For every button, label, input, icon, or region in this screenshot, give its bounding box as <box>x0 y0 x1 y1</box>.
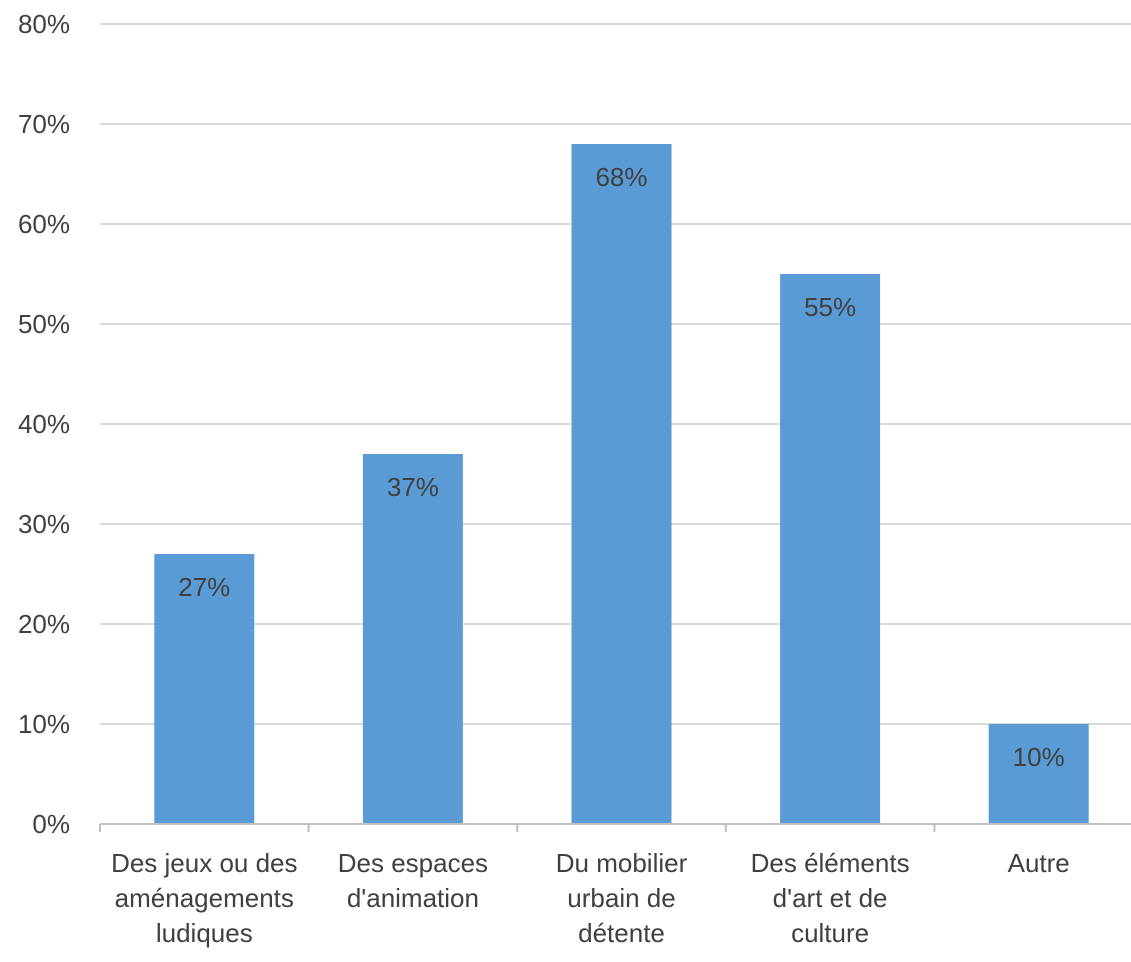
bar <box>154 554 255 824</box>
y-tick-label: 50% <box>18 309 70 339</box>
data-label: 68% <box>595 162 647 192</box>
y-tick-label: 40% <box>18 409 70 439</box>
y-axis-tick-labels: 0% 10% 20% 30% 40% 50% 60% 70% 80% <box>18 9 70 839</box>
data-label: 37% <box>387 472 439 502</box>
y-tick-label: 20% <box>18 609 70 639</box>
y-tick-label: 30% <box>18 509 70 539</box>
data-label: 55% <box>804 292 856 322</box>
y-tick-label: 70% <box>18 109 70 139</box>
bar <box>988 724 1089 824</box>
y-tick-label: 60% <box>18 209 70 239</box>
bar <box>362 454 463 824</box>
data-labels: 27% 37% 68% 55% 10% <box>178 162 1064 772</box>
bar <box>780 274 881 824</box>
y-tick-label: 0% <box>32 809 70 839</box>
x-axis-tick-labels: Des jeux ou des aménagements ludiques Des e… <box>111 848 1070 948</box>
x-tick-label: Du mobilier urbain de détente <box>556 848 688 948</box>
x-tick-label: Des jeux ou des aménagements ludiques <box>111 848 297 948</box>
y-tick-label: 10% <box>18 709 70 739</box>
y-tick-label: 80% <box>18 9 70 39</box>
data-label: 10% <box>1013 742 1065 772</box>
x-tick-label: Des éléments d'art et de culture <box>751 848 910 948</box>
x-tick-label: Des espaces d'animation <box>338 848 488 913</box>
x-axis <box>99 823 1131 832</box>
bars <box>154 144 1089 824</box>
x-tick-label: Autre <box>1008 848 1070 878</box>
bar <box>571 144 672 824</box>
data-label: 27% <box>178 572 230 602</box>
